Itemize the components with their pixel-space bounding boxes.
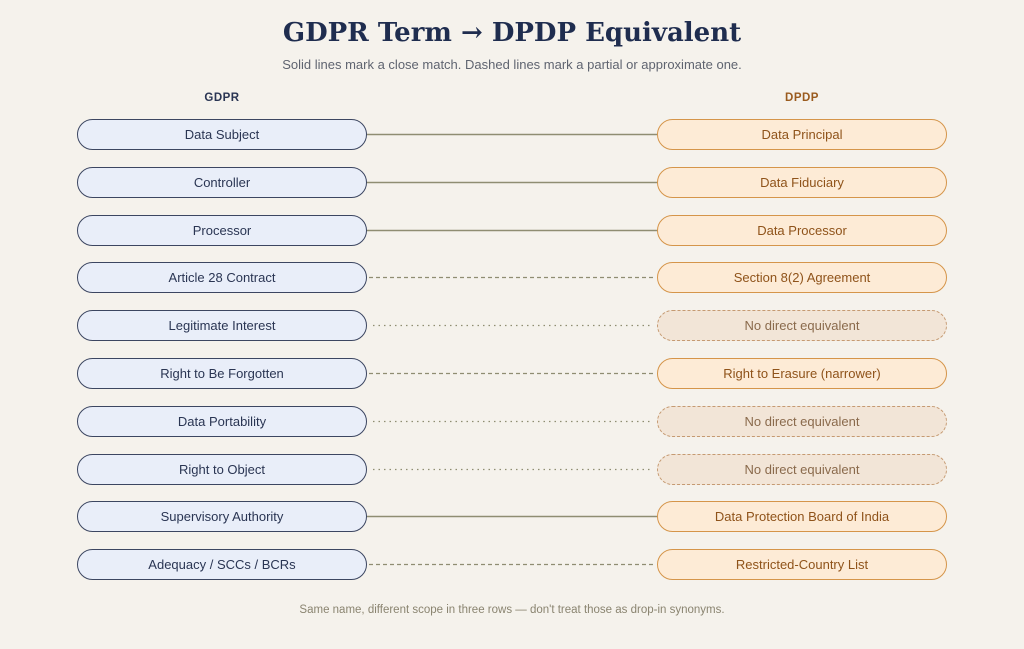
dpdp-term: Right to Erasure (narrower) — [657, 358, 947, 389]
dpdp-term: Data Fiduciary — [657, 167, 947, 198]
gdpr-term: Data Subject — [77, 119, 367, 150]
dpdp-term: Restricted-Country List — [657, 549, 947, 580]
dpdp-no-equivalent: No direct equivalent — [657, 454, 947, 485]
gdpr-term: Processor — [77, 215, 367, 246]
diagram-title: GDPR Term → DPDP Equivalent — [282, 18, 742, 48]
dpdp-no-equivalent: No direct equivalent — [657, 406, 947, 437]
dpdp-column-heading: DPDP — [785, 92, 819, 104]
gdpr-term: Article 28 Contract — [77, 262, 367, 293]
gdpr-term: Controller — [77, 167, 367, 198]
dpdp-term: Data Protection Board of India — [657, 501, 947, 532]
gdpr-term: Right to Object — [77, 454, 367, 485]
footer-note: Same name, different scope in three rows… — [299, 604, 725, 616]
gdpr-term: Legitimate Interest — [77, 310, 367, 341]
diagram-subtitle: Solid lines mark a close match. Dashed l… — [282, 57, 742, 72]
gdpr-term: Adequacy / SCCs / BCRs — [77, 549, 367, 580]
gdpr-term: Supervisory Authority — [77, 501, 367, 532]
dpdp-term: Section 8(2) Agreement — [657, 262, 947, 293]
dpdp-no-equivalent: No direct equivalent — [657, 310, 947, 341]
gdpr-term: Data Portability — [77, 406, 367, 437]
gdpr-column-heading: GDPR — [204, 92, 240, 104]
dpdp-term: Data Processor — [657, 215, 947, 246]
gdpr-term: Right to Be Forgotten — [77, 358, 367, 389]
dpdp-term: Data Principal — [657, 119, 947, 150]
